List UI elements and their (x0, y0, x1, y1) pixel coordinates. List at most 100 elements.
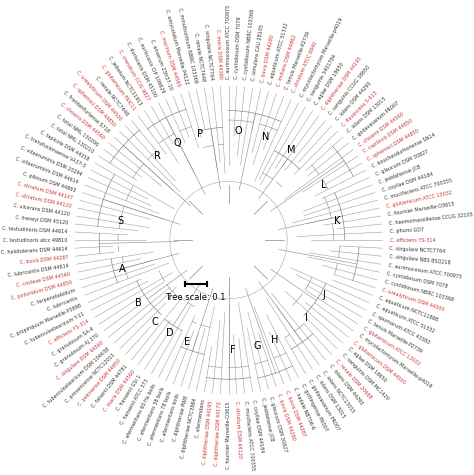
Text: C. cystidiosum DSM 7078: C. cystidiosum DSM 7078 (386, 271, 448, 289)
Text: C. testudinoris DSM 44614: C. testudinoris DSM 44614 (2, 226, 68, 234)
Text: C. iolans DSM 13015: C. iolans DSM 13015 (346, 96, 388, 134)
Text: C. tapicola DSM 44358: C. tapicola DSM 44358 (39, 130, 90, 162)
Text: C. afermentans 60 Ha boils: C. afermentans 60 Ha boils (123, 383, 157, 444)
Text: C. aglae DSM 18650: C. aglae DSM 18650 (314, 62, 346, 106)
Text: C. podoridum DSM 44850: C. podoridum DSM 44850 (11, 279, 73, 301)
Text: C. spumarum ATCC 43383: C. spumarum ATCC 43383 (371, 311, 430, 345)
Text: C. urealyticum DSM 44500: C. urealyticum DSM 44500 (381, 287, 445, 313)
Text: C. pekinense DSM 44850: C. pekinense DSM 44850 (78, 358, 122, 407)
Text: C. bouchesdurhonense SN14: C. bouchesdurhonense SN14 (371, 133, 436, 169)
Text: C. afermentans 78 boils: C. afermentans 78 boils (147, 390, 173, 446)
Text: M: M (287, 145, 296, 155)
Text: C. mucifaciens ATCC 700355: C. mucifaciens ATCC 700355 (243, 400, 255, 470)
Text: C. cystidiosum NBRC 103368: C. cystidiosum NBRC 103368 (243, 9, 255, 80)
Text: C. afermentans boils: C. afermentans boils (161, 393, 181, 442)
Text: C. freneyi DSM 45120: C. freneyi DSM 45120 (15, 215, 68, 226)
Text: C. sphenisci DSM 44850: C. sphenisci DSM 44850 (71, 83, 116, 128)
Text: C. propinquum Marseille-P3898: C. propinquum Marseille-P3898 (10, 304, 82, 339)
Text: C. glutamicum ATCC 13032: C. glutamicum ATCC 13032 (386, 190, 452, 209)
Text: C. aurimucosum ATCC 700975: C. aurimucosum ATCC 700975 (387, 263, 462, 279)
Text: C. sanguinis 5401784: C. sanguinis 5401784 (307, 53, 338, 102)
Text: C. godavasanum PR007: C. godavasanum PR007 (352, 100, 401, 141)
Text: C. haemomassiliense CCUG 32105: C. haemomassiliense CCUG 32105 (389, 212, 474, 226)
Text: C. simulans CAU 28105: C. simulans CAU 28105 (251, 24, 265, 81)
Text: C. hadale NBT06-6: C. hadale NBT06-6 (292, 387, 315, 430)
Text: H: H (271, 335, 279, 345)
Text: C. urealyticum DSM 44500: C. urealyticum DSM 44500 (75, 70, 122, 122)
Text: C. singulare NCTC7764: C. singulare NCTC7764 (203, 23, 214, 80)
Text: C. duriscanis DSM 45100: C. duriscanis DSM 45100 (125, 41, 157, 97)
Text: C. renale NCTC7448: C. renale NCTC7448 (94, 75, 129, 116)
Text: C. diphtheriae DSM 44195: C. diphtheriae DSM 44195 (202, 400, 214, 465)
Text: C. afermentans 38 boils: C. afermentans 38 boils (137, 387, 165, 442)
Text: C. marinum DSM 44560: C. marinum DSM 44560 (158, 30, 181, 87)
Text: C. vitaeruminis DSM 44614: C. vitaeruminis DSM 44614 (15, 156, 79, 185)
Text: C. renale DSM 20688: C. renale DSM 20688 (335, 358, 373, 400)
Text: C. mucifaciens ATCC 700355: C. mucifaciens ATCC 700355 (383, 178, 453, 201)
Text: D: D (166, 328, 174, 338)
Text: C. mycolactomyces Marseille-p4019: C. mycolactomyces Marseille-p4019 (357, 333, 432, 389)
Text: C. tuberculostearicum Y-11: C. tuberculostearicum Y-11 (25, 311, 86, 346)
Text: C. terpenotabidum: C. terpenotabidum (30, 287, 76, 307)
Text: Q: Q (173, 138, 181, 148)
Text: C. ulcerans DSM 44120: C. ulcerans DSM 44120 (12, 203, 70, 218)
Text: O: O (234, 125, 242, 135)
Text: C. granulosum SA-4: C. granulosum SA-4 (51, 326, 95, 357)
Text: C. total NML 130206: C. total NML 130206 (56, 114, 100, 147)
Text: C. amycolatum Marseille P4122: C. amycolatum Marseille P4122 (164, 9, 189, 85)
Text: C. auriscanis CIP 106629: C. auriscanis CIP 106629 (136, 37, 165, 94)
Text: C. glaucum DSM 30827: C. glaucum DSM 30827 (268, 395, 288, 452)
Text: C. aurimucosum ATCC 700975: C. aurimucosum ATCC 700975 (226, 5, 231, 79)
Text: C. sanguinis CCUG 38650: C. sanguinis CCUG 38650 (328, 65, 371, 116)
Text: C. bovis DSM 44287: C. bovis DSM 44287 (19, 255, 68, 265)
Text: C. cystidiosum DSM 7078: C. cystidiosum DSM 7078 (235, 17, 243, 79)
Text: C. coyleae DSM 44560: C. coyleae DSM 44560 (17, 271, 71, 287)
Text: A: A (119, 264, 126, 274)
Text: C: C (152, 317, 158, 327)
Text: C. fournier Marseille-O3615: C. fournier Marseille-O3615 (387, 202, 455, 218)
Text: C. bovis DSM 44287: C. bovis DSM 44287 (284, 390, 306, 437)
Text: C. singulare NBS BSQ218: C. singulare NBS BSQ218 (389, 255, 450, 266)
Text: C. glaucum DSM 30827: C. glaucum DSM 30827 (375, 149, 429, 177)
Text: C. diphtheriae PW8: C. diphtheriae PW8 (172, 395, 189, 442)
Text: C. anserum 23H37-10: C. anserum 23H37-10 (149, 38, 173, 90)
Text: C. aquaticum NCTC11898: C. aquaticum NCTC11898 (378, 295, 439, 323)
Text: L: L (321, 180, 327, 190)
Text: C. capitovis DSM 44850: C. capitovis DSM 44850 (363, 119, 414, 154)
Text: C. striatum DSM 44147: C. striatum DSM 44147 (17, 181, 73, 201)
Text: S: S (117, 216, 123, 226)
Text: C. cystidiosum NBRC 103368: C. cystidiosum NBRC 103368 (383, 279, 454, 303)
Text: R: R (155, 151, 161, 161)
Text: C. glutamicum DSM 44500: C. glutamicum DSM 44500 (352, 340, 406, 385)
Text: C. total NML 130210: C. total NML 130210 (50, 123, 95, 154)
Text: C. imitans DSM 44862: C. imitans DSM 44862 (276, 34, 298, 87)
Text: J: J (322, 290, 325, 300)
Text: C. sanguinis DSM MC1420: C. sanguinis DSM MC1420 (341, 352, 390, 401)
Text: C. flavescens S-613: C. flavescens S-613 (341, 90, 378, 128)
Text: C. bovis DSM 44280: C. bovis DSM 44280 (260, 34, 275, 83)
Text: C. maris DSM 44390: C. maris DSM 44390 (215, 29, 223, 79)
Text: K: K (334, 216, 340, 226)
Text: C. sphenisci DSM 44850: C. sphenisci DSM 44850 (367, 128, 420, 162)
Text: C. lubricantis: C. lubricantis (47, 295, 79, 312)
Text: C. glutamicum ATCC 13032: C. glutamicum ATCC 13032 (363, 326, 421, 367)
Text: C. aquaticum ATCC 51332: C. aquaticum ATCC 51332 (268, 22, 289, 85)
Text: G: G (253, 342, 261, 352)
Text: C. jeddahense JCB: C. jeddahense JCB (378, 164, 421, 185)
Text: C. hansenii GSI 1: C. hansenii GSI 1 (116, 374, 143, 411)
Text: C. diphtheriae DSM 44170: C. diphtheriae DSM 44170 (214, 401, 223, 466)
Text: C. minutissimum NBRC 103369: C. minutissimum NBRC 103369 (177, 7, 198, 83)
Text: C. pilosum DSM 44863: C. pilosum DSM 44863 (21, 171, 76, 193)
Text: C. coyilae DSM 44184: C. coyilae DSM 44184 (251, 399, 264, 453)
Text: C. gottingense PR007: C. gottingense PR007 (300, 383, 328, 432)
Text: C. afermendans: C. afermendans (195, 399, 206, 438)
Text: C. striatum ATCC 6940: C. striatum ATCC 6940 (292, 41, 319, 94)
Text: C. striatum DSM 44120: C. striatum DSM 44120 (235, 401, 242, 458)
Text: C. hansenii ATCC 373: C. hansenii ATCC 373 (120, 379, 150, 426)
Text: C. mycolactomyces Marseille-p4019: C. mycolactomyces Marseille-p4019 (300, 17, 344, 97)
Text: F: F (229, 345, 235, 355)
Text: C. fournier Marseille-O3615: C. fournier Marseille-O3615 (226, 401, 231, 469)
Text: C. singulare NCTC7764: C. singulare NCTC7764 (390, 246, 446, 254)
Text: C. jeddahense JCB: C. jeddahense JCB (260, 398, 274, 442)
Text: C. efficiens YS-314: C. efficiens YS-314 (390, 238, 436, 243)
